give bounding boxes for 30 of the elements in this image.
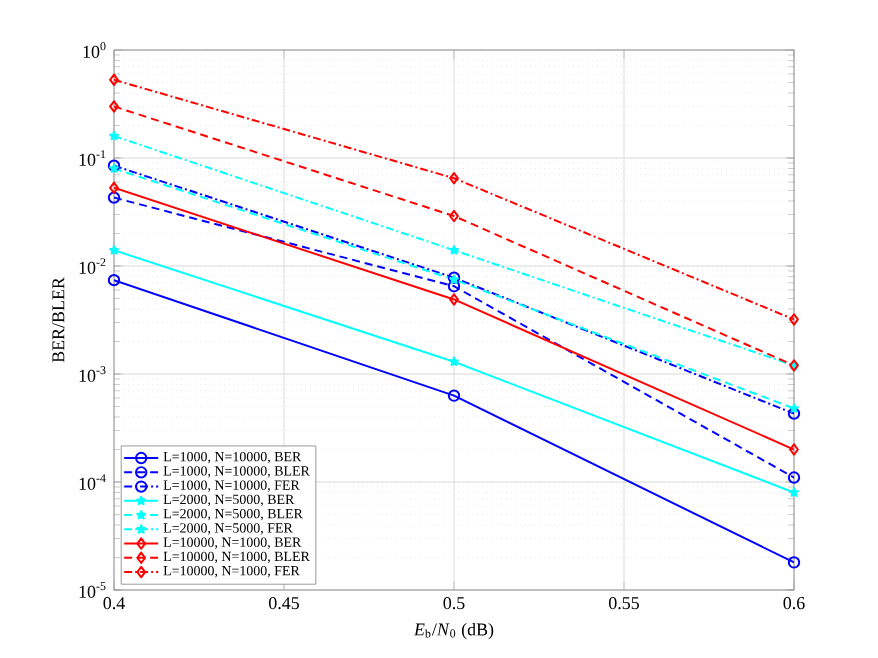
point (109, 73, 119, 86)
x-axis-title: E$_{b}$/N$_{0}$ (dB) (413, 622, 494, 640)
point (787, 407, 801, 420)
point (449, 293, 459, 306)
point (449, 209, 459, 223)
x-tick-label: 0.45 (269, 597, 300, 610)
point (449, 245, 459, 255)
y-axis-title: BER/BLER (52, 277, 65, 363)
point (447, 280, 461, 293)
x-tick-label: 0.5 (443, 597, 465, 610)
x-tick-label: 0.4 (103, 597, 125, 610)
point (789, 403, 799, 413)
point (449, 172, 459, 185)
point (109, 100, 119, 113)
point (449, 356, 459, 367)
point (109, 245, 119, 255)
y-tick-label: 10$^{-5}$ (79, 582, 106, 598)
x-tick-label: 0.6 (783, 597, 805, 610)
point (789, 313, 799, 326)
point (107, 191, 121, 204)
y-tick-label: 10$^{0}$ (83, 42, 106, 58)
y-tick-label: 10$^{-4}$ (79, 474, 106, 490)
y-tick-label: 10$^{-3}$ (79, 366, 106, 382)
point (789, 487, 799, 497)
point (787, 471, 801, 484)
point (447, 389, 461, 402)
point (109, 130, 119, 141)
y-tick-label: 10$^{-1}$ (79, 150, 106, 166)
y-tick-label: 10$^{-2}$ (79, 258, 106, 274)
x-tick-label: 0.55 (609, 597, 640, 610)
